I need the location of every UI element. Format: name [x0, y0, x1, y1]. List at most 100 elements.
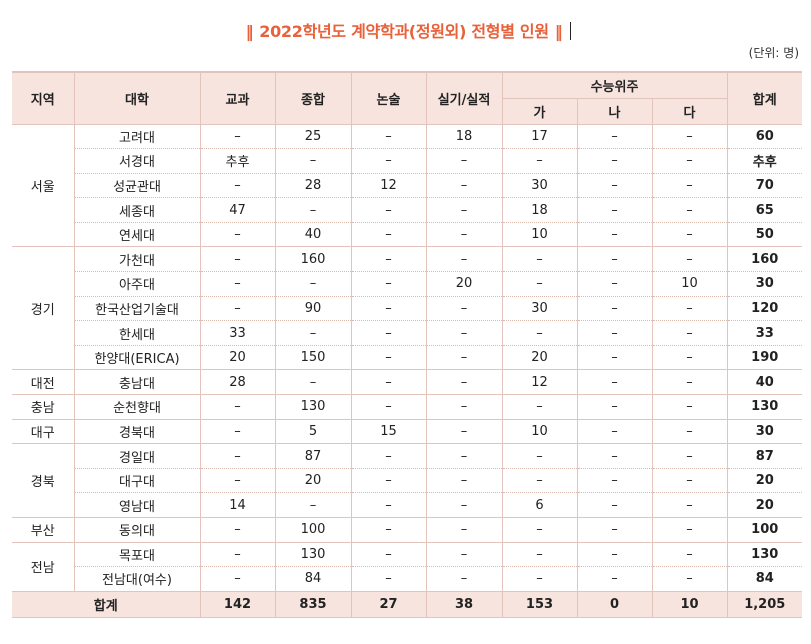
footer-total: 1,205	[726, 590, 802, 618]
region-cell: 경기	[12, 246, 75, 371]
footer-cell: 142	[199, 590, 276, 618]
value-cell: –	[651, 566, 728, 592]
univ-cell: 경북대	[73, 419, 201, 445]
univ-cell: 충남대	[73, 369, 201, 396]
table-row: 성균관대 –28 12–30– –70	[12, 173, 802, 199]
value-cell: –	[501, 320, 578, 346]
table-row: 연세대 –40– –10– –50	[12, 222, 802, 248]
row-total-cell: 50	[726, 222, 802, 248]
univ-cell: 서경대	[74, 148, 201, 174]
region-cell: 대전	[12, 369, 75, 396]
row-total-cell: 30	[726, 419, 802, 445]
table-row: 전남 목포대 –130– – – – –130	[12, 542, 802, 592]
footer-cell: 38	[425, 590, 503, 618]
header-univ: 대학	[73, 72, 201, 125]
value-cell: –	[501, 246, 578, 273]
value-cell: 28	[274, 173, 352, 199]
row-total-cell: 100	[726, 517, 802, 543]
value-cell: –	[350, 148, 427, 174]
value-cell: –	[274, 197, 352, 223]
value-cell: –	[425, 443, 503, 469]
value-cell: 100	[274, 517, 352, 543]
value-cell: –	[350, 296, 427, 322]
value-cell: –	[425, 394, 503, 420]
table-body: 서울 고려대 –25–18 17– –60 서경대 추후 – – – – – – 추후 성균관대 –28 12–…	[12, 124, 802, 592]
value-cell: –	[350, 492, 427, 518]
title-bar-left: ‖	[245, 22, 254, 41]
value-cell: –	[274, 369, 352, 396]
value-cell: 20	[501, 345, 578, 371]
value-cell: –	[350, 443, 427, 469]
value-cell: –	[576, 369, 653, 396]
value-cell: –	[576, 296, 653, 322]
table-row: 세종대 47– – –18– –65	[12, 197, 802, 223]
value-cell: 추후	[199, 148, 276, 174]
value-cell: 90	[274, 296, 352, 322]
value-cell: 10	[501, 419, 578, 445]
value-cell: –	[501, 566, 578, 592]
value-cell: –	[576, 492, 653, 518]
header-ga: 가	[502, 98, 578, 125]
value-cell: 130	[274, 394, 352, 420]
value-cell: –	[199, 271, 276, 297]
row-total-cell: 33	[726, 320, 802, 346]
value-cell: 47	[199, 197, 276, 223]
value-cell: –	[501, 271, 578, 297]
value-cell: –	[501, 443, 578, 469]
admission-table: 지역 대학 교과 종합 논술 실기/실적 수능위주 합계 가 나 다 서울 고려대…	[12, 71, 802, 618]
value-cell: 30	[501, 296, 578, 322]
value-cell: 33	[199, 320, 276, 346]
univ-cell: 아주대	[74, 271, 201, 297]
univ-cell: 동의대	[73, 517, 201, 543]
header-silgi: 실기/실적	[425, 72, 503, 125]
value-cell: –	[501, 517, 578, 543]
univ-cell: 고려대	[73, 124, 201, 150]
value-cell: –	[651, 246, 728, 273]
row-total-cell: 190	[726, 345, 802, 371]
value-cell: 17	[501, 124, 578, 150]
value-cell: 87	[274, 443, 352, 469]
value-cell: –	[350, 197, 427, 223]
row-total-cell: 20	[726, 468, 802, 494]
table-row: 전남대(여수) –84– – – – –84	[12, 566, 802, 592]
value-cell: –	[576, 468, 653, 494]
value-cell: –	[576, 173, 653, 199]
text-cursor	[570, 22, 572, 40]
table-row: 한국산업기술대 –90– –30– –120	[12, 296, 802, 322]
value-cell: –	[651, 222, 728, 248]
value-cell: 28	[199, 369, 276, 396]
univ-cell: 영남대	[74, 492, 201, 518]
value-cell: –	[576, 320, 653, 346]
value-cell: 160	[274, 246, 352, 273]
value-cell: –	[651, 296, 728, 322]
value-cell: –	[651, 419, 728, 445]
table-row: 한양대(ERICA) 20 150– –20– –190	[12, 345, 802, 371]
value-cell: –	[425, 222, 503, 248]
header-total: 합계	[726, 72, 802, 125]
footer-cell: 27	[350, 590, 427, 618]
univ-cell: 한양대(ERICA)	[74, 345, 201, 371]
value-cell: –	[274, 148, 352, 174]
value-cell: –	[350, 468, 427, 494]
value-cell: –	[425, 197, 503, 223]
title-area: ‖ 2022학년도 계약학과(정원외) 전형별 인원 ‖	[0, 18, 811, 42]
univ-cell: 전남대(여수)	[74, 566, 201, 592]
row-total-cell: 130	[726, 394, 802, 420]
row-total-cell: 120	[726, 296, 802, 322]
value-cell: –	[350, 369, 427, 396]
value-cell: –	[425, 148, 503, 174]
value-cell: –	[501, 468, 578, 494]
title-bar-right: ‖	[554, 22, 563, 41]
value-cell: –	[425, 542, 503, 568]
table-row: 충남 순천향대 –130– – – – –130	[12, 394, 802, 420]
value-cell: –	[576, 148, 653, 174]
value-cell: –	[199, 517, 276, 543]
row-total-cell: 20	[726, 492, 802, 518]
region-cell: 충남	[12, 394, 75, 420]
value-cell: 14	[199, 492, 276, 518]
total-row: 합계 142 835 27 38 153 0 10 1,205	[12, 590, 802, 618]
value-cell: –	[199, 173, 276, 199]
table-row: 서경대 추후 – – – – – – 추후	[12, 148, 802, 174]
value-cell: –	[576, 566, 653, 592]
region-cell: 서울	[12, 124, 75, 248]
